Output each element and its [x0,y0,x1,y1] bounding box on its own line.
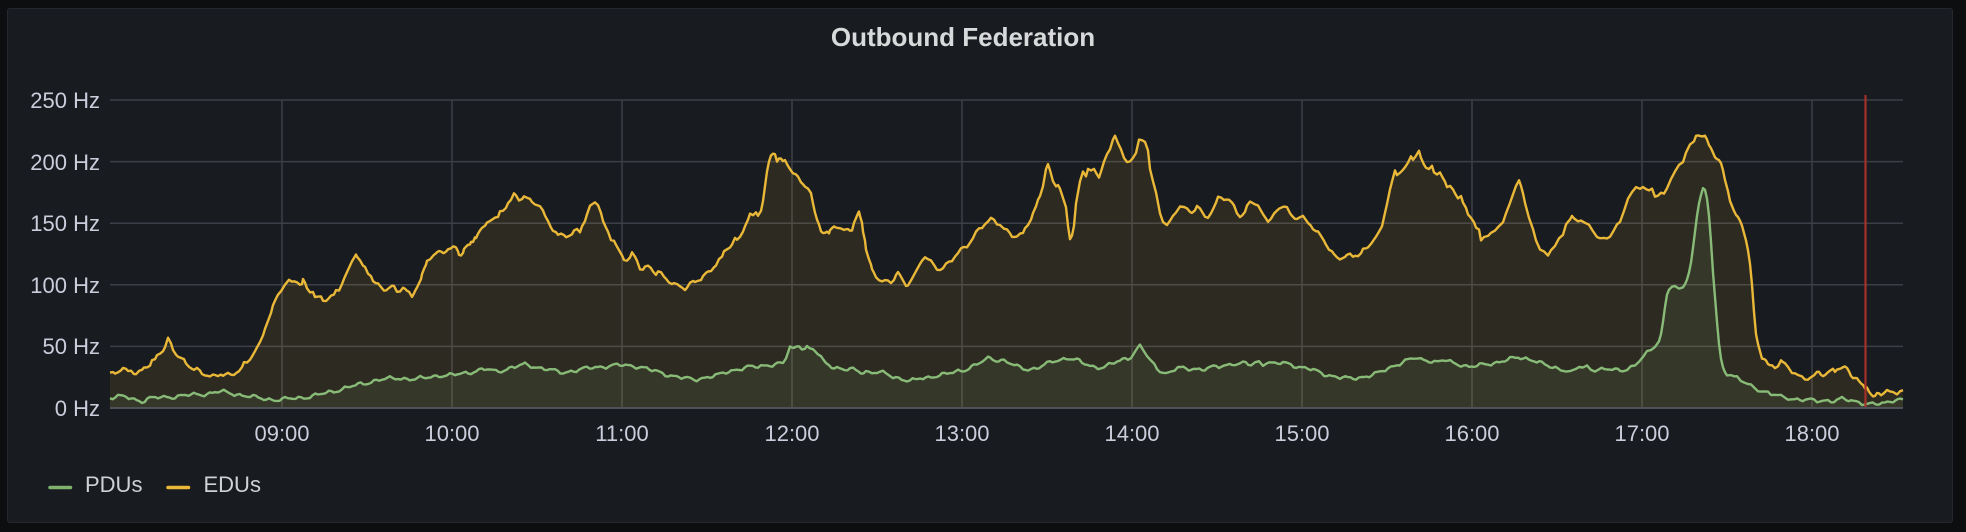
svg-text:250 Hz: 250 Hz [30,88,100,113]
svg-text:18:00: 18:00 [1784,421,1839,446]
svg-text:11:00: 11:00 [595,421,648,446]
svg-text:150 Hz: 150 Hz [30,211,100,236]
svg-text:13:00: 13:00 [934,421,989,446]
svg-text:50 Hz: 50 Hz [43,334,100,359]
svg-text:10:00: 10:00 [424,421,479,446]
svg-text:16:00: 16:00 [1444,421,1499,446]
svg-text:14:00: 14:00 [1104,421,1159,446]
svg-text:EDUs: EDUs [204,472,261,497]
svg-text:09:00: 09:00 [254,421,309,446]
svg-text:15:00: 15:00 [1274,421,1329,446]
svg-text:0 Hz: 0 Hz [55,396,100,421]
svg-text:17:00: 17:00 [1614,421,1669,446]
svg-text:Outbound Federation: Outbound Federation [831,22,1095,52]
svg-text:PDUs: PDUs [85,472,142,497]
svg-text:100 Hz: 100 Hz [30,273,100,298]
svg-text:200 Hz: 200 Hz [30,150,100,175]
svg-text:12:00: 12:00 [764,421,819,446]
